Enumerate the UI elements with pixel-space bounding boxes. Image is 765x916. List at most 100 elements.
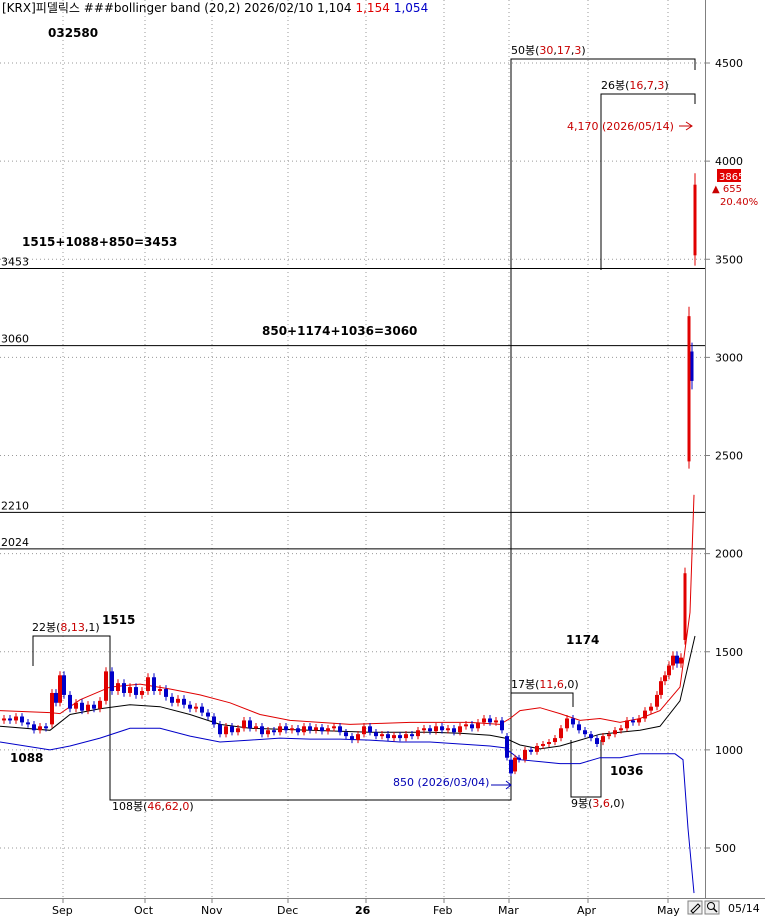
candle-body	[464, 724, 468, 727]
candle-body	[254, 726, 258, 729]
candle-body	[224, 726, 228, 735]
x-tick-label: Feb	[433, 904, 452, 916]
candle-body	[128, 687, 132, 693]
candle-body	[218, 724, 222, 735]
candle-body	[116, 683, 120, 691]
x-tick-label: Nov	[201, 904, 223, 916]
candle-body	[284, 726, 288, 731]
candle-body	[643, 710, 647, 719]
candle-body	[523, 749, 527, 760]
candle-body	[230, 726, 234, 733]
zoom-icon[interactable]	[704, 900, 720, 915]
candle-body	[110, 671, 114, 691]
candle-body	[482, 718, 486, 723]
candle-body	[32, 724, 36, 731]
candle-body	[98, 700, 102, 709]
candle-body	[200, 706, 204, 713]
candle-body	[607, 734, 611, 737]
formula-1: 1515+1088+850=3453	[22, 235, 177, 249]
candle-body	[356, 734, 360, 741]
candle-body	[625, 720, 629, 729]
candle-body	[458, 726, 462, 733]
candle-body	[637, 718, 641, 723]
candle-body	[20, 716, 24, 723]
y-tick-label: 3500	[715, 253, 743, 266]
candle-body	[302, 726, 306, 733]
candle-body	[553, 738, 557, 743]
candle-body	[470, 724, 474, 729]
change-pct-label: 20.40%	[720, 197, 758, 208]
candle-body	[194, 706, 198, 709]
candle-body	[332, 726, 336, 729]
candle-body	[74, 702, 78, 709]
candle-body	[176, 698, 180, 703]
candle-body	[410, 734, 414, 737]
candle-body	[667, 665, 671, 676]
bar-count-17: 17봉(11,6,0)	[511, 678, 579, 691]
candle-body	[488, 718, 492, 723]
formula-2: 850+1174+1036=3060	[262, 324, 417, 338]
bar-count-22: 22봉(8,13,1)	[32, 621, 100, 634]
candle-body	[104, 671, 108, 701]
candle-body	[152, 677, 156, 691]
candle-body	[140, 691, 144, 695]
candle-body	[655, 694, 659, 707]
x-tick-label: May	[657, 904, 680, 916]
candle-body	[266, 730, 270, 735]
candle-body	[2, 718, 6, 721]
candle-body	[675, 655, 679, 664]
candle-body	[595, 738, 599, 744]
x-tick-label: Apr	[577, 904, 597, 916]
candle-body	[134, 687, 138, 695]
x-tick-label: Sep	[52, 904, 73, 916]
candle-body	[649, 706, 653, 711]
candle-body	[509, 759, 513, 774]
candle-body	[368, 726, 372, 733]
candle-body	[663, 675, 667, 682]
y-tick-label: 500	[715, 842, 736, 855]
y-tick-label: 2000	[715, 548, 743, 561]
candle-body	[517, 757, 521, 760]
candle-body	[452, 728, 456, 733]
low-annotation: 850 (2026/03/04)	[393, 776, 489, 789]
candle-body	[541, 743, 545, 746]
candle-body	[58, 675, 62, 703]
band-upper	[0, 494, 695, 725]
candle-body	[428, 728, 432, 732]
candle-body	[619, 728, 623, 731]
y-tick-label: 4000	[715, 155, 743, 168]
candle-body	[44, 726, 48, 729]
x-tick-label: Mar	[498, 904, 519, 916]
price-label-1036: 1036	[610, 764, 643, 778]
candle-body	[446, 728, 450, 731]
candle-body	[690, 351, 694, 381]
candle-body	[500, 720, 504, 731]
bollinger-bands	[0, 494, 696, 894]
candle-body	[683, 573, 687, 640]
candle-body	[494, 720, 498, 723]
candle-body	[416, 730, 420, 737]
candle-body	[392, 735, 396, 739]
horizontal-levels: 3453 3060 2210 2024	[0, 255, 705, 550]
price-label-1088: 1088	[10, 751, 43, 765]
candle-body	[422, 728, 426, 731]
edit-icon[interactable]	[687, 900, 703, 915]
bracket-line	[600, 93, 696, 270]
candle-body	[404, 734, 408, 739]
candle-body	[583, 730, 587, 735]
grid	[0, 0, 705, 898]
candle-body	[386, 734, 390, 739]
candle-body	[693, 184, 697, 256]
bracket-line	[510, 692, 574, 707]
x-range-end-label: 05/14	[728, 902, 760, 915]
candle-body	[260, 726, 264, 735]
candle-body	[398, 735, 402, 739]
header-title: [KRX]피델릭스 ###bollinger band (20,2) 2026/…	[2, 1, 428, 15]
candle-body	[350, 736, 354, 741]
candle-body	[308, 726, 312, 731]
candle-body	[547, 742, 551, 744]
target-arrow	[679, 121, 693, 131]
candle-body	[659, 681, 663, 695]
